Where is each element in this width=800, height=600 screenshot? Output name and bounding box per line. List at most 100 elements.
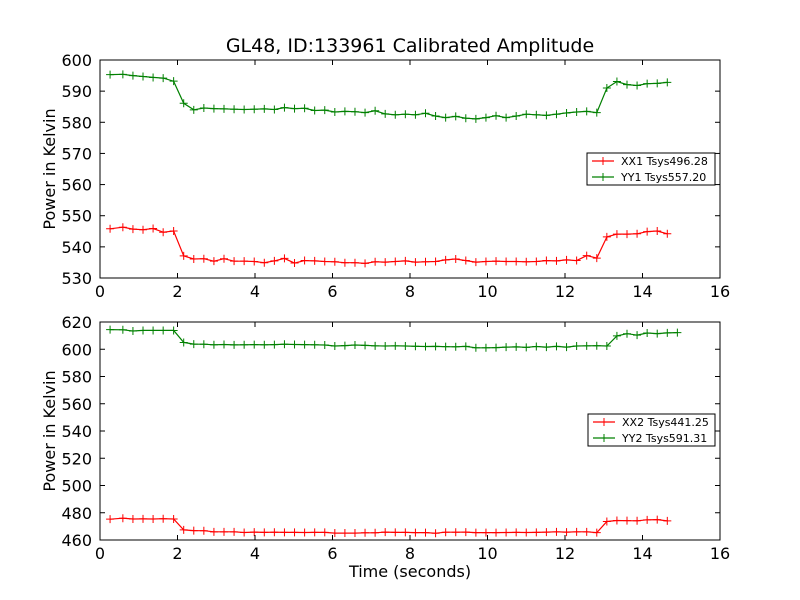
- data-point: [260, 528, 269, 537]
- data-point: [270, 256, 279, 265]
- data-point: [512, 342, 521, 351]
- data-point: [623, 516, 631, 525]
- x-tick-label: 12: [555, 282, 575, 301]
- data-point: [542, 256, 551, 265]
- data-point: [481, 528, 490, 537]
- data-point: [128, 326, 137, 335]
- data-point: [371, 106, 380, 115]
- data-point: [179, 525, 188, 534]
- data-point: [118, 70, 127, 79]
- data-point: [240, 105, 249, 114]
- data-point: [361, 108, 370, 117]
- data-point: [381, 258, 390, 267]
- legend-box: [587, 413, 716, 447]
- data-point: [522, 257, 531, 266]
- data-point: [522, 343, 531, 352]
- y-tick-label: 600: [61, 340, 92, 359]
- data-point: [159, 228, 168, 237]
- data-point: [220, 340, 228, 349]
- data-point: [542, 343, 551, 352]
- data-point: [391, 110, 400, 119]
- data-point: [118, 514, 127, 523]
- data-point: [592, 341, 601, 350]
- legend-swatch-marker: [600, 418, 608, 426]
- data-point: [149, 326, 158, 335]
- y-tick-label: 480: [61, 504, 92, 523]
- data-point: [401, 528, 410, 537]
- chart-title: GL48, ID:133961 Calibrated Amplitude: [226, 35, 594, 57]
- data-point: [532, 257, 541, 266]
- data-point: [421, 528, 430, 537]
- data-point: [250, 340, 259, 349]
- data-point: [421, 257, 430, 266]
- data-point: [310, 256, 319, 265]
- data-point: [270, 528, 279, 537]
- data-point: [260, 258, 269, 267]
- data-point: [320, 106, 329, 115]
- legend-swatch-marker: [599, 173, 607, 181]
- data-point: [300, 104, 309, 113]
- data-point: [371, 341, 380, 350]
- data-point: [169, 326, 178, 335]
- data-point: [481, 343, 490, 352]
- data-point: [199, 103, 208, 112]
- data-point: [159, 326, 168, 335]
- data-point: [106, 325, 115, 334]
- data-point: [139, 225, 148, 234]
- data-point: [320, 257, 329, 266]
- data-point: [643, 329, 652, 338]
- data-point: [461, 342, 470, 351]
- data-point: [572, 108, 581, 117]
- data-point: [350, 258, 359, 267]
- data-point: [471, 258, 480, 267]
- data-point: [673, 328, 682, 337]
- y-tick-label: 530: [61, 269, 92, 288]
- data-point: [139, 72, 148, 81]
- data-point: [381, 341, 390, 350]
- data-point: [431, 257, 440, 266]
- y-axis-label: Power in Kelvin: [40, 370, 59, 491]
- data-point: [653, 79, 662, 88]
- data-point: [612, 331, 621, 340]
- x-tick-label: 10: [477, 544, 497, 563]
- y-tick-label: 560: [61, 395, 92, 414]
- legend-label: XX1 Tsys496.28: [621, 155, 708, 168]
- y-axis-label: Power in Kelvin: [40, 108, 59, 229]
- data-point: [220, 254, 228, 263]
- legend-label: YY2 Tsys591.31: [621, 432, 707, 445]
- data-point: [552, 527, 561, 536]
- data-point: [602, 341, 611, 350]
- x-tick-label: 0: [95, 544, 105, 563]
- data-point: [481, 113, 490, 122]
- y-tick-label: 540: [61, 238, 92, 257]
- data-point: [411, 528, 420, 537]
- data-point: [401, 256, 410, 265]
- data-point: [340, 529, 349, 538]
- data-point: [562, 108, 571, 117]
- data-point: [290, 340, 299, 349]
- legend-swatch-marker: [599, 157, 607, 165]
- data-point: [522, 110, 531, 119]
- y-tick-label: 560: [61, 176, 92, 195]
- data-point: [290, 528, 299, 537]
- data-point: [230, 257, 239, 266]
- data-point: [106, 70, 115, 79]
- data-point: [199, 340, 208, 349]
- data-point: [401, 341, 410, 350]
- data-point: [441, 342, 450, 351]
- data-point: [149, 515, 158, 524]
- data-point: [330, 108, 339, 117]
- data-point: [250, 105, 259, 114]
- data-point: [602, 517, 611, 526]
- data-point: [592, 108, 601, 117]
- data-point: [350, 107, 359, 116]
- data-point: [643, 79, 652, 88]
- data-point: [320, 341, 329, 350]
- data-point: [371, 528, 380, 537]
- x-tick-label: 2: [172, 282, 182, 301]
- data-point: [582, 341, 591, 350]
- data-point: [128, 225, 137, 234]
- data-point: [189, 340, 198, 349]
- data-point: [199, 254, 208, 263]
- x-tick-label: 6: [327, 282, 337, 301]
